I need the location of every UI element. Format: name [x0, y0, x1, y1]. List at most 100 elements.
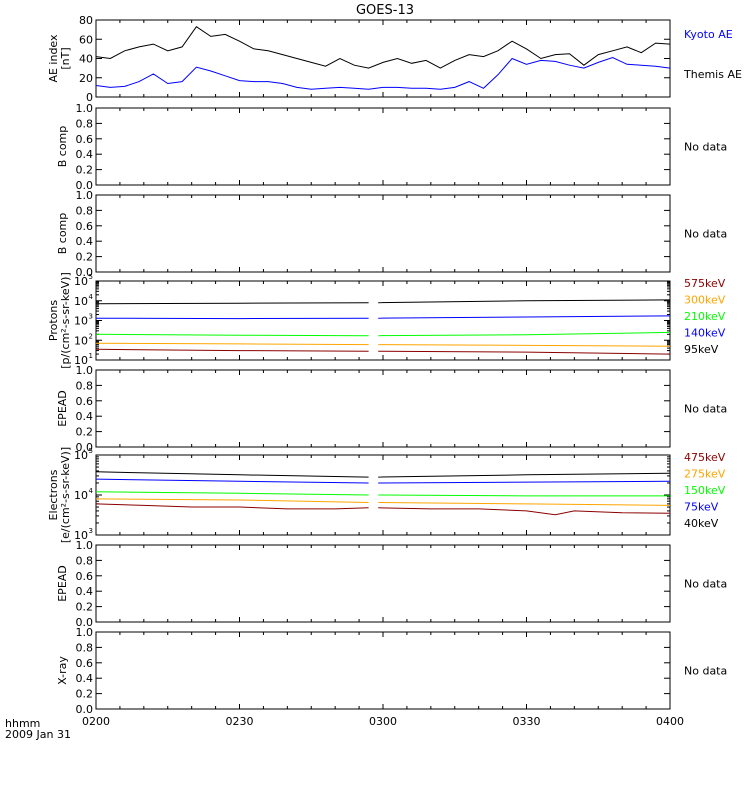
panel-frame	[95, 280, 671, 361]
panel-epead1: 0.0 0.2 0.4 0.6 0.8 1.0 EPEAD No data	[56, 364, 727, 454]
x-axis-label-time: hhmm	[5, 717, 40, 730]
legend-40kev: 40keV	[684, 517, 719, 530]
y-tick-label: 0.2	[76, 164, 94, 177]
y-tick-label: 0.2	[76, 601, 94, 614]
legend-475kev: 475keV	[684, 451, 726, 464]
y-tick-label: 1.0	[76, 189, 94, 202]
y-tick-exponent: 4	[89, 487, 94, 495]
panel-frame	[95, 369, 671, 448]
panel-frame	[95, 194, 671, 273]
panel-xray: 0.0 0.2 0.4 0.6 0.8 1.0 X-ray No data	[56, 626, 727, 716]
series-line-300kev	[95, 342, 369, 346]
y-axis-label: B comp	[56, 213, 69, 255]
x-axis-label-date: 2009 Jan 31	[5, 728, 71, 741]
y-tick-exponent: 5	[89, 447, 93, 455]
y-tick-label: 0.8	[76, 204, 94, 217]
y-tick-label: 10	[74, 275, 88, 288]
panel-frame	[95, 19, 671, 98]
y-tick-label: 10	[74, 334, 88, 347]
y-axis-label: B comp	[56, 126, 69, 168]
series-line-575kev	[378, 350, 671, 355]
y-tick-label: 0.4	[76, 672, 94, 685]
y-tick-label: 0.4	[76, 410, 94, 423]
y-tick-label: 1.0	[76, 102, 94, 115]
legend-210kev: 210keV	[684, 310, 726, 323]
no-data-label: No data	[684, 578, 727, 591]
series-line-210kev	[378, 331, 671, 337]
panel-frame	[95, 544, 671, 623]
y-tick-label: 60	[79, 33, 93, 46]
no-data-label: No data	[684, 665, 727, 678]
y-tick-label: 10	[74, 354, 88, 367]
legend-150kev: 150keV	[684, 484, 726, 497]
y-axis-label: Protons	[47, 300, 60, 341]
series-line-themis-ae	[95, 26, 671, 69]
y-tick-exponent: 1	[89, 352, 93, 360]
series-line-575kev	[95, 348, 369, 352]
panel-frame	[95, 107, 671, 186]
y-tick-exponent: 2	[89, 332, 93, 340]
y-tick-label: 0	[86, 91, 93, 104]
y-tick-label: 0.0	[76, 179, 94, 192]
y-tick-label: 0.8	[76, 117, 94, 130]
panel-bcomp2: 0.0 0.2 0.4 0.6 0.8 1.0 B comp No data	[56, 189, 727, 279]
series-line-150kev	[378, 494, 670, 497]
series-line-275kev	[95, 498, 369, 503]
y-axis-label: EPEAD	[56, 390, 69, 427]
y-tick-label: 40	[79, 53, 93, 66]
series-line-300kev	[378, 344, 671, 347]
series-line-475kev	[378, 507, 671, 516]
no-data-label: No data	[684, 228, 727, 241]
legend-300kev: 300keV	[684, 294, 726, 307]
x-tick-label: 0200	[82, 715, 110, 728]
y-tick-label: 0.8	[76, 554, 94, 567]
y-tick-label: 20	[79, 72, 93, 85]
y-tick-label: 0.2	[76, 688, 94, 701]
y-tick-label: 0.6	[76, 220, 94, 233]
no-data-label: No data	[684, 141, 727, 154]
series-line-40kev	[95, 471, 369, 478]
series-line-kyoto-ae	[95, 56, 671, 90]
y-tick-label: 0.4	[76, 235, 94, 248]
series-line-75kev	[378, 480, 671, 484]
legend-275kev: 275keV	[684, 468, 726, 481]
y-axis-label: X-ray	[56, 656, 69, 685]
y-tick-label: 0.6	[76, 657, 94, 670]
series-line-95kev	[378, 299, 671, 304]
y-tick-label: 0.6	[76, 133, 94, 146]
legend-kyoto-ae: Kyoto AE	[684, 28, 733, 41]
series-line-140kev	[378, 315, 671, 319]
y-tick-label: 10	[74, 295, 88, 308]
panel-bcomp1: 0.0 0.2 0.4 0.6 0.8 1.0 B comp No data	[56, 102, 727, 192]
y-tick-label: 10	[74, 489, 88, 502]
y-tick-exponent: 3	[89, 313, 93, 321]
legend-140kev: 140keV	[684, 327, 726, 340]
x-tick-label: 0300	[369, 715, 397, 728]
series-line-210kev	[95, 333, 369, 337]
series-line-95kev	[95, 302, 369, 305]
panel-epead2: 0.0 0.2 0.4 0.6 0.8 1.0 EPEAD No data	[56, 539, 727, 629]
legend-75kev: 75keV	[684, 501, 719, 514]
series-line-150kev	[95, 491, 369, 496]
y-tick-exponent: 4	[89, 293, 94, 301]
y-tick-label: 0.4	[76, 585, 94, 598]
y-axis-label: [e/(cm²-s-sr-keV)]	[59, 447, 72, 543]
y-tick-label: 0.2	[76, 251, 94, 264]
y-tick-label: 0.6	[76, 570, 94, 583]
legend-575kev: 575keV	[684, 277, 726, 290]
y-axis-label: EPEAD	[56, 565, 69, 602]
y-tick-label: 1.0	[76, 626, 94, 639]
panel-frame	[95, 631, 671, 710]
series-line-40kev	[378, 472, 671, 478]
y-axis-label: [p/(cm²-s-sr-keV)]	[59, 272, 72, 369]
y-tick-label: 0.8	[76, 379, 94, 392]
chart-title: GOES-13	[356, 3, 414, 18]
y-tick-label: 0.2	[76, 426, 94, 439]
y-tick-label: 1.0	[76, 539, 94, 552]
y-axis-label: [nT]	[59, 47, 72, 69]
y-tick-exponent: 3	[89, 527, 93, 535]
y-tick-label: 0.0	[76, 441, 94, 454]
